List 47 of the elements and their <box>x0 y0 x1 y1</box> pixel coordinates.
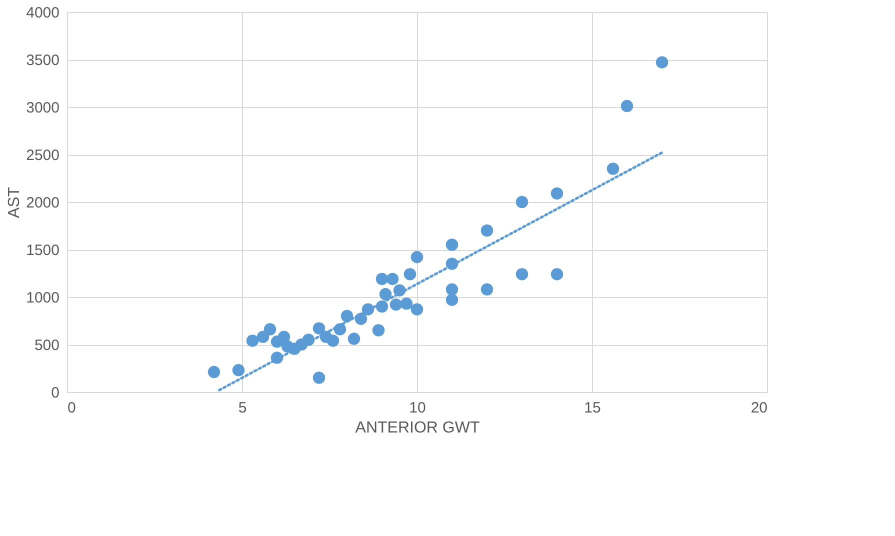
point <box>606 162 620 175</box>
x-tick-label: 5 <box>238 400 247 416</box>
point <box>480 224 494 237</box>
x-tick-label: 10 <box>409 400 426 416</box>
point <box>376 272 388 286</box>
y-tick-label: 1500 <box>26 242 60 259</box>
point <box>620 100 634 112</box>
point <box>400 298 413 310</box>
x-axis-title: ANTERIOR GWT <box>355 420 480 436</box>
point <box>446 238 458 251</box>
point <box>480 283 494 296</box>
y-tick-label: 4000 <box>26 4 60 22</box>
point <box>386 272 399 286</box>
point <box>208 366 220 378</box>
point <box>326 334 340 347</box>
point <box>446 283 458 296</box>
point <box>446 294 458 306</box>
point <box>372 324 385 336</box>
x-tick-label: 20 <box>750 400 768 416</box>
point <box>246 334 259 347</box>
point <box>390 298 402 311</box>
y-tick-label: 2500 <box>26 147 60 164</box>
y-axis-title: AST <box>6 186 24 218</box>
point <box>312 322 326 334</box>
y-tick-label: 3500 <box>26 52 60 69</box>
y-tick-label: 500 <box>34 337 60 354</box>
point <box>550 268 564 280</box>
point <box>404 268 416 280</box>
point <box>278 330 290 344</box>
point <box>550 187 564 200</box>
x-tick-label: 0 <box>68 400 76 416</box>
y-tick-label: 0 <box>51 384 60 402</box>
point <box>410 250 424 264</box>
y-tick-label: 1000 <box>26 290 60 306</box>
point <box>656 56 668 68</box>
point <box>348 332 360 345</box>
y-tick-label: 3000 <box>26 100 60 116</box>
point <box>264 323 276 336</box>
point <box>312 372 326 384</box>
point <box>516 196 528 208</box>
point <box>516 268 528 280</box>
point <box>256 330 270 344</box>
x-tick-label: 15 <box>584 400 601 416</box>
point <box>379 288 392 300</box>
y-tick-label: 2000 <box>26 194 60 212</box>
point <box>410 303 424 316</box>
point <box>232 364 245 376</box>
